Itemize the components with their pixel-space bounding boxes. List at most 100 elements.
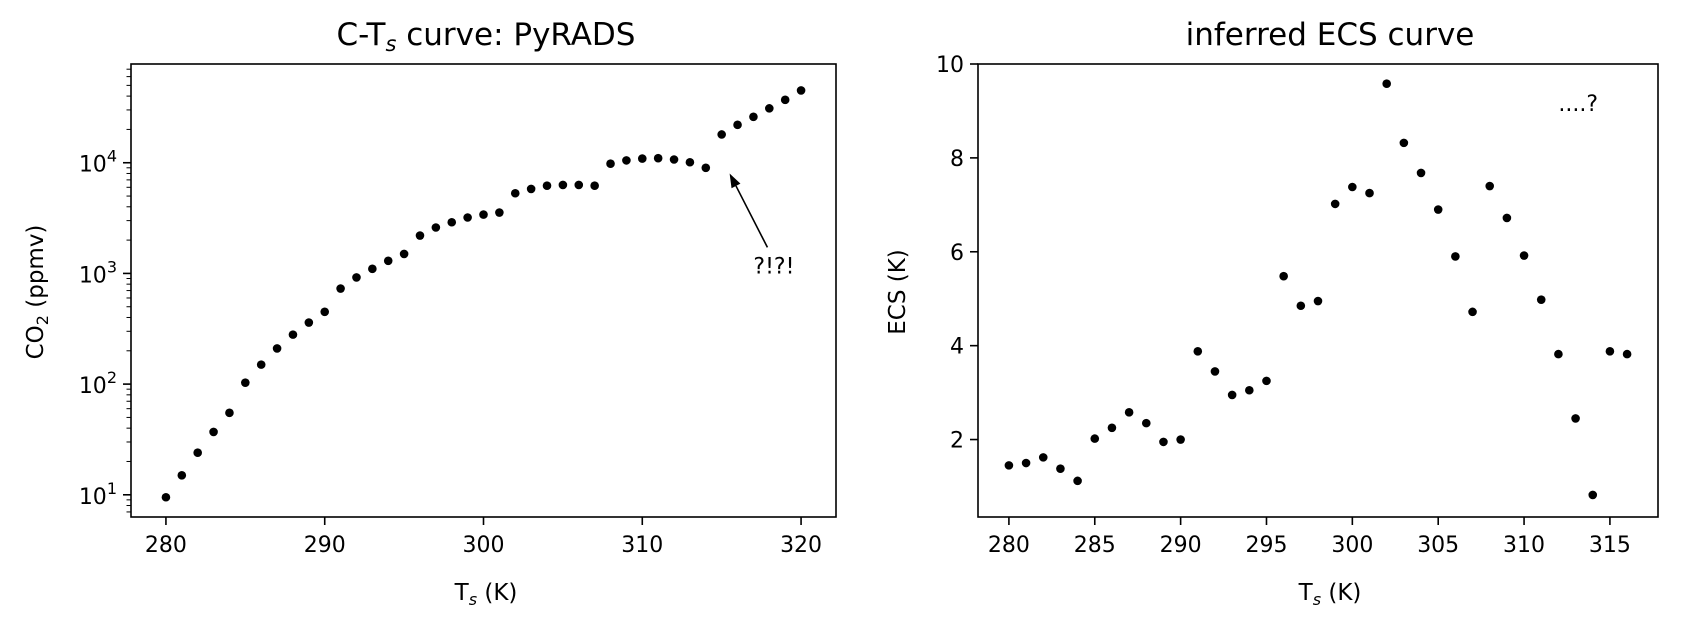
- x-tick-label: 300: [463, 533, 505, 558]
- data-point: [717, 130, 726, 139]
- data-point: [1451, 252, 1460, 261]
- data-points: [1004, 79, 1632, 500]
- data-point: [1330, 199, 1340, 209]
- x-tick-label: 280: [988, 533, 1030, 558]
- y-tick-label: 102: [79, 368, 117, 399]
- data-point: [1193, 346, 1203, 356]
- data-point: [1382, 79, 1391, 89]
- data-point: [510, 188, 520, 198]
- data-point: [526, 184, 536, 194]
- data-point: [1433, 205, 1443, 214]
- data-point: [431, 223, 441, 232]
- x-tick-label: 295: [1245, 533, 1287, 558]
- data-point: [1056, 464, 1065, 473]
- data-point: [383, 256, 393, 266]
- data-point: [1141, 418, 1151, 428]
- data-point: [1279, 271, 1288, 281]
- data-point: [1124, 408, 1134, 417]
- y-tick-label: 104: [79, 147, 117, 178]
- axis-ticks: 280 290 300 310 320 101 102 103 104: [79, 68, 822, 558]
- x-tick-label: 280: [145, 533, 187, 558]
- x-tick-label: 310: [1503, 533, 1545, 558]
- ecs-chart: inferred ECS curve 280 285 290 295 300 305 310…: [885, 17, 1659, 609]
- data-point: [1416, 168, 1426, 178]
- data-point: [1227, 390, 1237, 400]
- data-point: [733, 120, 742, 130]
- data-point: [415, 231, 425, 240]
- x-tick-label: 300: [1331, 533, 1373, 558]
- x-axis-label: Ts (K): [1298, 580, 1362, 609]
- data-point: [1365, 188, 1374, 198]
- data-point: [1348, 182, 1357, 192]
- data-point: [1159, 437, 1168, 447]
- x-tick-label: 290: [304, 533, 346, 558]
- data-point: [1519, 251, 1529, 260]
- axis-ticks: 280 285 290 295 300 305 310 315 2 4 6 8 10: [936, 53, 1631, 558]
- data-point: [399, 249, 409, 259]
- y-axis-label: ECS (K): [885, 249, 911, 335]
- data-points: [161, 86, 806, 502]
- y-tick-label: 10: [936, 53, 964, 78]
- data-point: [1468, 307, 1477, 317]
- data-point: [606, 159, 615, 169]
- data-point: [669, 155, 679, 164]
- data-point: [336, 284, 345, 293]
- y-axis-label: CO2 (ppmv): [23, 225, 52, 360]
- annotation-arrow: [735, 185, 769, 248]
- data-point: [701, 163, 711, 173]
- data-point: [193, 448, 202, 458]
- chart-title: C-Ts curve: PyRADS: [337, 17, 636, 56]
- data-point: [622, 156, 631, 165]
- data-point: [1605, 346, 1615, 356]
- data-point: [765, 104, 774, 113]
- data-point: [653, 153, 663, 163]
- x-tick-label: 320: [780, 533, 822, 558]
- data-point: [1313, 296, 1323, 306]
- data-point: [447, 217, 457, 227]
- data-point: [796, 86, 806, 95]
- data-point: [574, 180, 584, 190]
- data-point: [256, 360, 266, 369]
- data-point: [161, 492, 171, 502]
- data-point: [368, 264, 377, 274]
- data-point: [177, 470, 187, 480]
- data-point: [1536, 295, 1546, 304]
- data-point: [320, 307, 330, 317]
- chart-title: inferred ECS curve: [1186, 17, 1475, 53]
- data-point: [1038, 453, 1048, 462]
- data-point: [542, 181, 552, 191]
- data-point: [749, 112, 758, 122]
- y-tick-label: 101: [79, 479, 117, 510]
- x-tick-label: 290: [1160, 533, 1202, 558]
- x-axis-label: Ts (K): [454, 580, 518, 609]
- annotation-text: ....?: [1558, 92, 1598, 117]
- x-tick-label: 310: [621, 533, 663, 558]
- plot-frame: [130, 63, 837, 518]
- data-point: [1107, 423, 1117, 433]
- data-point: [479, 210, 488, 219]
- data-point: [1210, 367, 1220, 376]
- data-point: [225, 408, 234, 418]
- annotation-arrowhead: [729, 173, 741, 189]
- data-point: [288, 330, 298, 339]
- x-tick-label: 305: [1417, 533, 1459, 558]
- data-point: [685, 157, 695, 167]
- data-point: [352, 273, 361, 282]
- co2-ts-chart: C-Ts curve: PyRADS 280 290 300 310 320 101 102…: [23, 17, 837, 609]
- data-point: [637, 154, 647, 163]
- data-point: [1399, 138, 1409, 148]
- data-point: [241, 378, 250, 387]
- data-point: [304, 318, 314, 327]
- y-tick-label: 6: [950, 241, 964, 266]
- data-point: [1073, 476, 1082, 486]
- data-point: [1176, 435, 1185, 444]
- data-point: [1554, 349, 1563, 359]
- data-point: [495, 208, 504, 217]
- data-point: [463, 213, 472, 222]
- y-tick-label: 103: [79, 257, 117, 288]
- data-point: [1588, 490, 1598, 500]
- data-point: [558, 180, 568, 190]
- data-point: [1296, 301, 1306, 311]
- data-point: [1262, 376, 1271, 386]
- data-point: [1622, 349, 1632, 359]
